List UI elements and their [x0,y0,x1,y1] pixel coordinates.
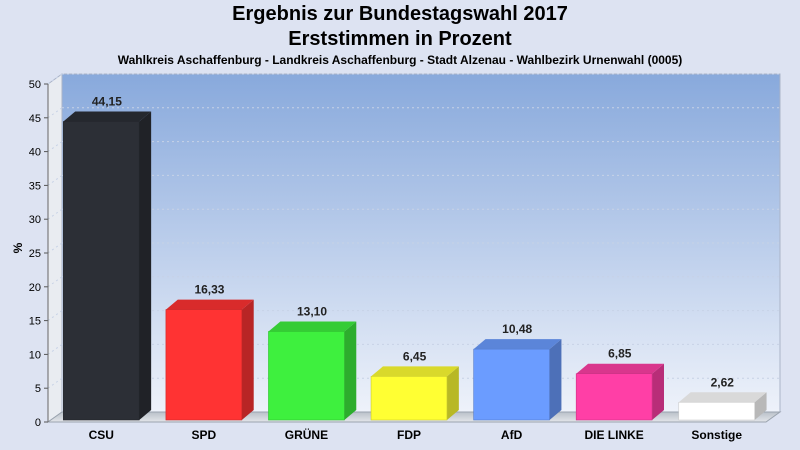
plot-side-wall [47,73,63,423]
bar-afd [473,339,562,421]
y-tick-label: 5 [35,383,41,395]
chart-title: Ergebnis zur Bundestagswahl 2017 [232,3,568,25]
x-tick-label: DIE LINKE [584,428,643,442]
bar-front [268,331,345,421]
bar-top [678,392,767,403]
bar-top [268,321,357,332]
y-tick-label: 35 [29,180,41,192]
y-tick-label: 40 [29,147,41,159]
bar-side [652,363,664,420]
y-axis-label: % [11,242,25,253]
y-tick-label: 50 [29,79,41,91]
bar-value-label: 44,15 [92,95,122,109]
bar-side [549,339,562,420]
bar-front [473,348,550,421]
bar-csu [63,111,152,421]
bar-front [678,401,755,421]
bar-sonstige [678,392,767,421]
bar-side [446,366,459,420]
x-tick-label: SPD [192,428,217,442]
y-tick-label: 30 [29,214,41,226]
x-tick-label: FDP [397,428,421,442]
bar-gr-ne [268,321,357,421]
bar-front [575,373,653,421]
bar-front [165,309,243,421]
x-tick-label: CSU [89,428,114,442]
bar-front [370,376,448,421]
bar-spd [165,299,254,421]
x-tick-label: Sonstige [691,428,742,442]
bar-fdp [370,366,459,421]
bar-top [165,299,254,310]
bar-top [63,111,152,122]
bar-side [139,111,152,421]
chart-caption: Wahlkreis Aschaffenburg - Landkreis Asch… [117,53,683,67]
x-tick-label: AfD [501,428,523,442]
bar-side [754,392,767,420]
y-tick-label: 15 [29,316,41,328]
bar-die-linke [575,363,664,421]
bar-top [576,363,664,374]
bar-side [241,299,254,420]
bar-value-label: 6,85 [608,347,632,361]
bar-front [63,121,140,421]
bar-value-label: 10,48 [502,322,532,336]
bar-top [473,339,562,350]
chart-subtitle: Erststimmen in Prozent [288,28,512,50]
bar-value-label: 13,10 [297,304,327,318]
y-tick-label: 45 [29,113,41,125]
bar-value-label: 16,33 [194,283,224,297]
bar-side [344,321,357,420]
y-tick-label: 10 [29,349,41,361]
bar-value-label: 6,45 [403,349,427,363]
bar-top [371,366,459,377]
y-tick-label: 0 [35,417,41,429]
y-tick-label: 25 [29,248,41,260]
y-tick-label: 20 [29,282,41,294]
bar-value-label: 2,62 [711,375,735,389]
x-tick-label: GRÜNE [285,427,328,442]
